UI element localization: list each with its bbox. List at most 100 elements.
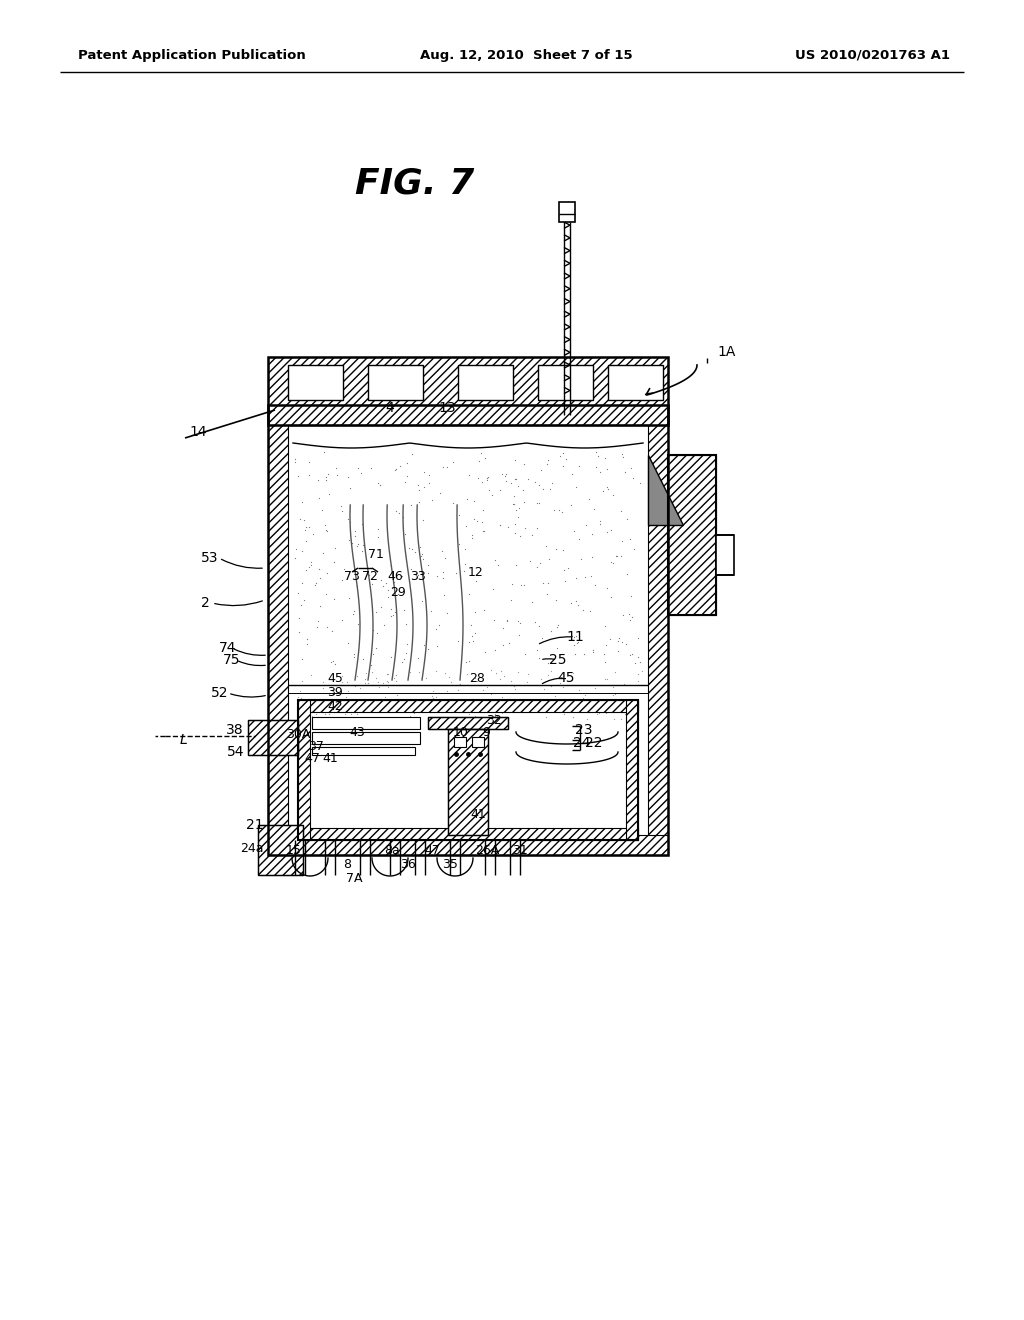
Point xyxy=(420,554,436,576)
Point xyxy=(298,698,314,719)
Point xyxy=(301,465,317,486)
Bar xyxy=(449,729,488,836)
Point xyxy=(347,525,364,546)
Point xyxy=(376,614,392,635)
Point xyxy=(370,527,386,548)
Point xyxy=(464,528,480,549)
Point xyxy=(585,524,601,545)
Point xyxy=(494,702,510,723)
Point xyxy=(611,694,628,715)
Point xyxy=(520,469,537,490)
Point xyxy=(407,541,423,562)
Text: 73: 73 xyxy=(344,569,360,582)
Point xyxy=(585,642,601,663)
Point xyxy=(354,648,371,669)
Point xyxy=(387,500,403,521)
Text: 24: 24 xyxy=(573,737,591,750)
Point xyxy=(566,694,583,715)
Point xyxy=(466,622,482,643)
Point xyxy=(329,706,345,727)
Point xyxy=(608,702,625,723)
Point xyxy=(468,510,484,531)
Point xyxy=(360,565,377,586)
Text: 7A: 7A xyxy=(346,871,362,884)
Point xyxy=(347,520,364,541)
Text: 21: 21 xyxy=(246,818,264,832)
Point xyxy=(510,475,526,496)
Point xyxy=(510,610,526,631)
Point xyxy=(497,466,513,487)
Point xyxy=(395,599,412,620)
Point xyxy=(466,491,482,512)
Point xyxy=(307,573,324,594)
Point xyxy=(365,619,381,640)
Point xyxy=(554,502,570,523)
Point xyxy=(543,676,559,697)
Point xyxy=(434,568,451,589)
Point xyxy=(503,589,519,610)
Point xyxy=(570,594,587,615)
Point xyxy=(317,519,334,540)
Point xyxy=(381,701,397,722)
Point xyxy=(538,706,554,727)
Point xyxy=(387,459,403,480)
Text: 72: 72 xyxy=(362,569,378,582)
Point xyxy=(590,445,606,466)
Point xyxy=(424,490,440,511)
Point xyxy=(364,661,380,682)
Point xyxy=(436,548,453,569)
Point xyxy=(294,649,310,671)
Point xyxy=(368,602,384,623)
Point xyxy=(617,634,634,655)
Point xyxy=(467,602,483,623)
Point xyxy=(401,706,418,727)
Point xyxy=(403,632,420,653)
Point xyxy=(294,573,310,594)
Point xyxy=(428,686,444,708)
Point xyxy=(293,686,309,708)
Point xyxy=(475,500,492,521)
Point xyxy=(622,609,638,630)
Point xyxy=(436,583,453,605)
Point xyxy=(466,706,482,727)
Point xyxy=(566,635,583,656)
Point xyxy=(578,684,594,705)
Point xyxy=(543,661,559,682)
Point xyxy=(416,635,432,656)
Point xyxy=(614,632,631,653)
Point xyxy=(472,442,488,463)
Point xyxy=(431,614,447,635)
Text: 15: 15 xyxy=(286,843,302,857)
Point xyxy=(571,694,588,715)
Point xyxy=(370,473,386,494)
Point xyxy=(415,548,431,569)
Point xyxy=(430,690,446,711)
Point xyxy=(388,664,404,685)
Point xyxy=(299,634,315,655)
Point xyxy=(330,465,346,486)
Point xyxy=(345,693,361,714)
Point xyxy=(296,510,312,531)
Point xyxy=(371,676,387,697)
Point xyxy=(630,628,646,649)
Point xyxy=(372,475,388,496)
Point xyxy=(434,540,451,561)
Bar xyxy=(288,366,343,400)
Text: 46: 46 xyxy=(387,569,402,582)
Point xyxy=(597,447,613,469)
Point xyxy=(607,661,624,682)
Point xyxy=(287,548,303,569)
Point xyxy=(298,516,314,537)
Point xyxy=(512,525,528,546)
Point xyxy=(458,515,474,536)
Point xyxy=(583,565,599,586)
Point xyxy=(466,668,482,689)
Point xyxy=(565,700,582,721)
Point xyxy=(334,570,350,591)
Point xyxy=(377,686,393,708)
Point xyxy=(571,528,588,549)
Point xyxy=(319,709,336,730)
Point xyxy=(347,682,364,704)
Text: 13: 13 xyxy=(438,401,456,414)
Point xyxy=(614,446,631,467)
